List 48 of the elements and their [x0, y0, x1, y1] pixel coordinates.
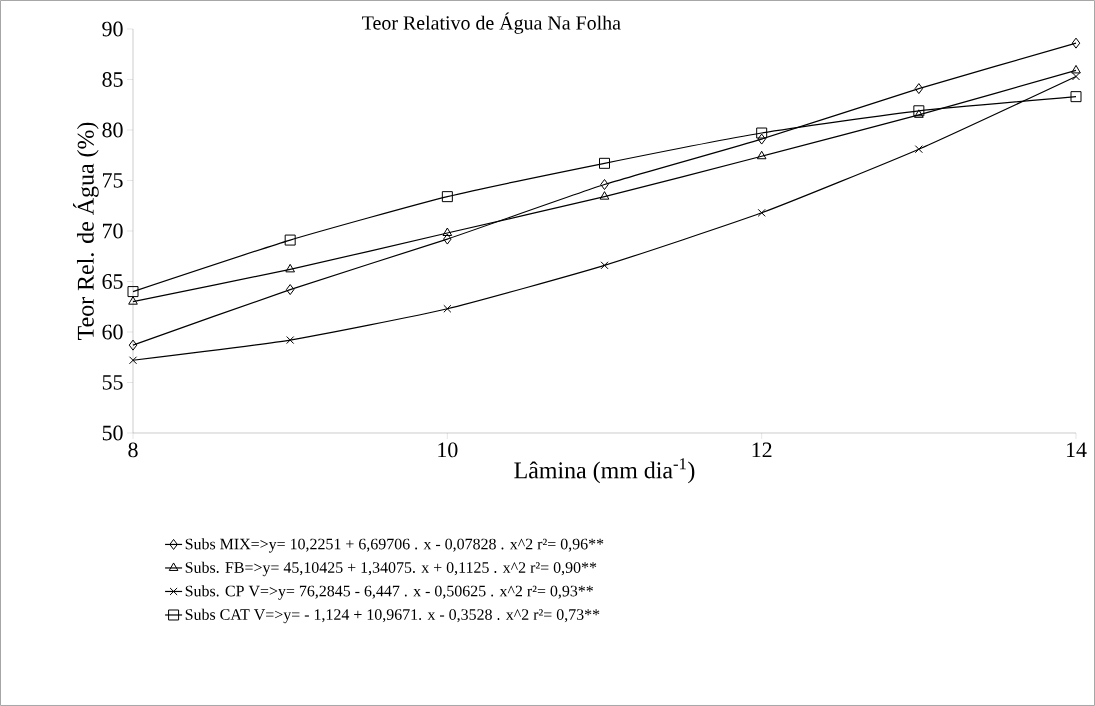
- x-tick-label: 8: [128, 442, 138, 458]
- x-tick-label: 10: [438, 442, 458, 458]
- y-tick-label: 85: [102, 72, 123, 87]
- point: [600, 261, 609, 270]
- point: [285, 284, 295, 296]
- chart-title: Teor Relativo de Água Na Folha: [362, 12, 621, 34]
- point: [285, 263, 296, 273]
- point: [913, 105, 925, 117]
- y-axis-title: Teor Rel. de Água (%): [73, 122, 99, 340]
- point: [286, 336, 295, 345]
- point: [914, 109, 924, 118]
- x-axis-title: Lâmina (mm dia$^{-1}$): [514, 458, 695, 484]
- point: [441, 191, 453, 203]
- y-tick-label: 90: [102, 21, 123, 37]
- point: [284, 234, 296, 246]
- point: [1070, 91, 1082, 103]
- point: [600, 179, 609, 191]
- point: [443, 233, 452, 245]
- y-tick-label: 60: [102, 324, 123, 340]
- point: [914, 145, 923, 154]
- legend-label: Subs. FB=>y= 45,10425 + 1,34075. x + 0,1125 . x^2 r²= 0,90**: [185, 561, 597, 577]
- point: [599, 191, 610, 200]
- point: [914, 83, 924, 95]
- point: [756, 127, 768, 139]
- point: [128, 339, 138, 351]
- point: [443, 304, 452, 313]
- y-tick-label: 75: [103, 173, 123, 188]
- y-tick-label: 65: [102, 274, 123, 289]
- point: [1071, 37, 1081, 49]
- y-tick-label: 55: [102, 375, 123, 390]
- legend-label: Subs CAT V=>y= - 1,124 + 10,9671. x - 0,3528 . x^2 r²= 0,73**: [185, 608, 600, 624]
- y-tick-label: 80: [102, 122, 123, 138]
- x-tick-label: 14: [1066, 442, 1087, 457]
- point: [599, 157, 611, 169]
- point: [127, 286, 139, 298]
- point: [1071, 72, 1081, 81]
- y-tick-label: 50: [102, 425, 123, 441]
- point: [757, 133, 766, 145]
- point: [757, 208, 766, 217]
- point: [128, 356, 138, 365]
- point: [756, 150, 767, 160]
- x-tick-label: 12: [752, 442, 772, 458]
- point: [128, 296, 138, 305]
- legend-label: Subs MIX=>y= 10,2251 + 6,69706 . x - 0,07828 . x^2 r²= 0,96**: [185, 538, 604, 553]
- legend-label: Subs. CP V=>y= 76,2845 - 6,447 . x - 0,50625 . x^2 r²= 0,93**: [185, 585, 594, 600]
- point: [442, 227, 453, 237]
- point: [1071, 64, 1081, 74]
- y-tick-label: 70: [103, 223, 123, 239]
